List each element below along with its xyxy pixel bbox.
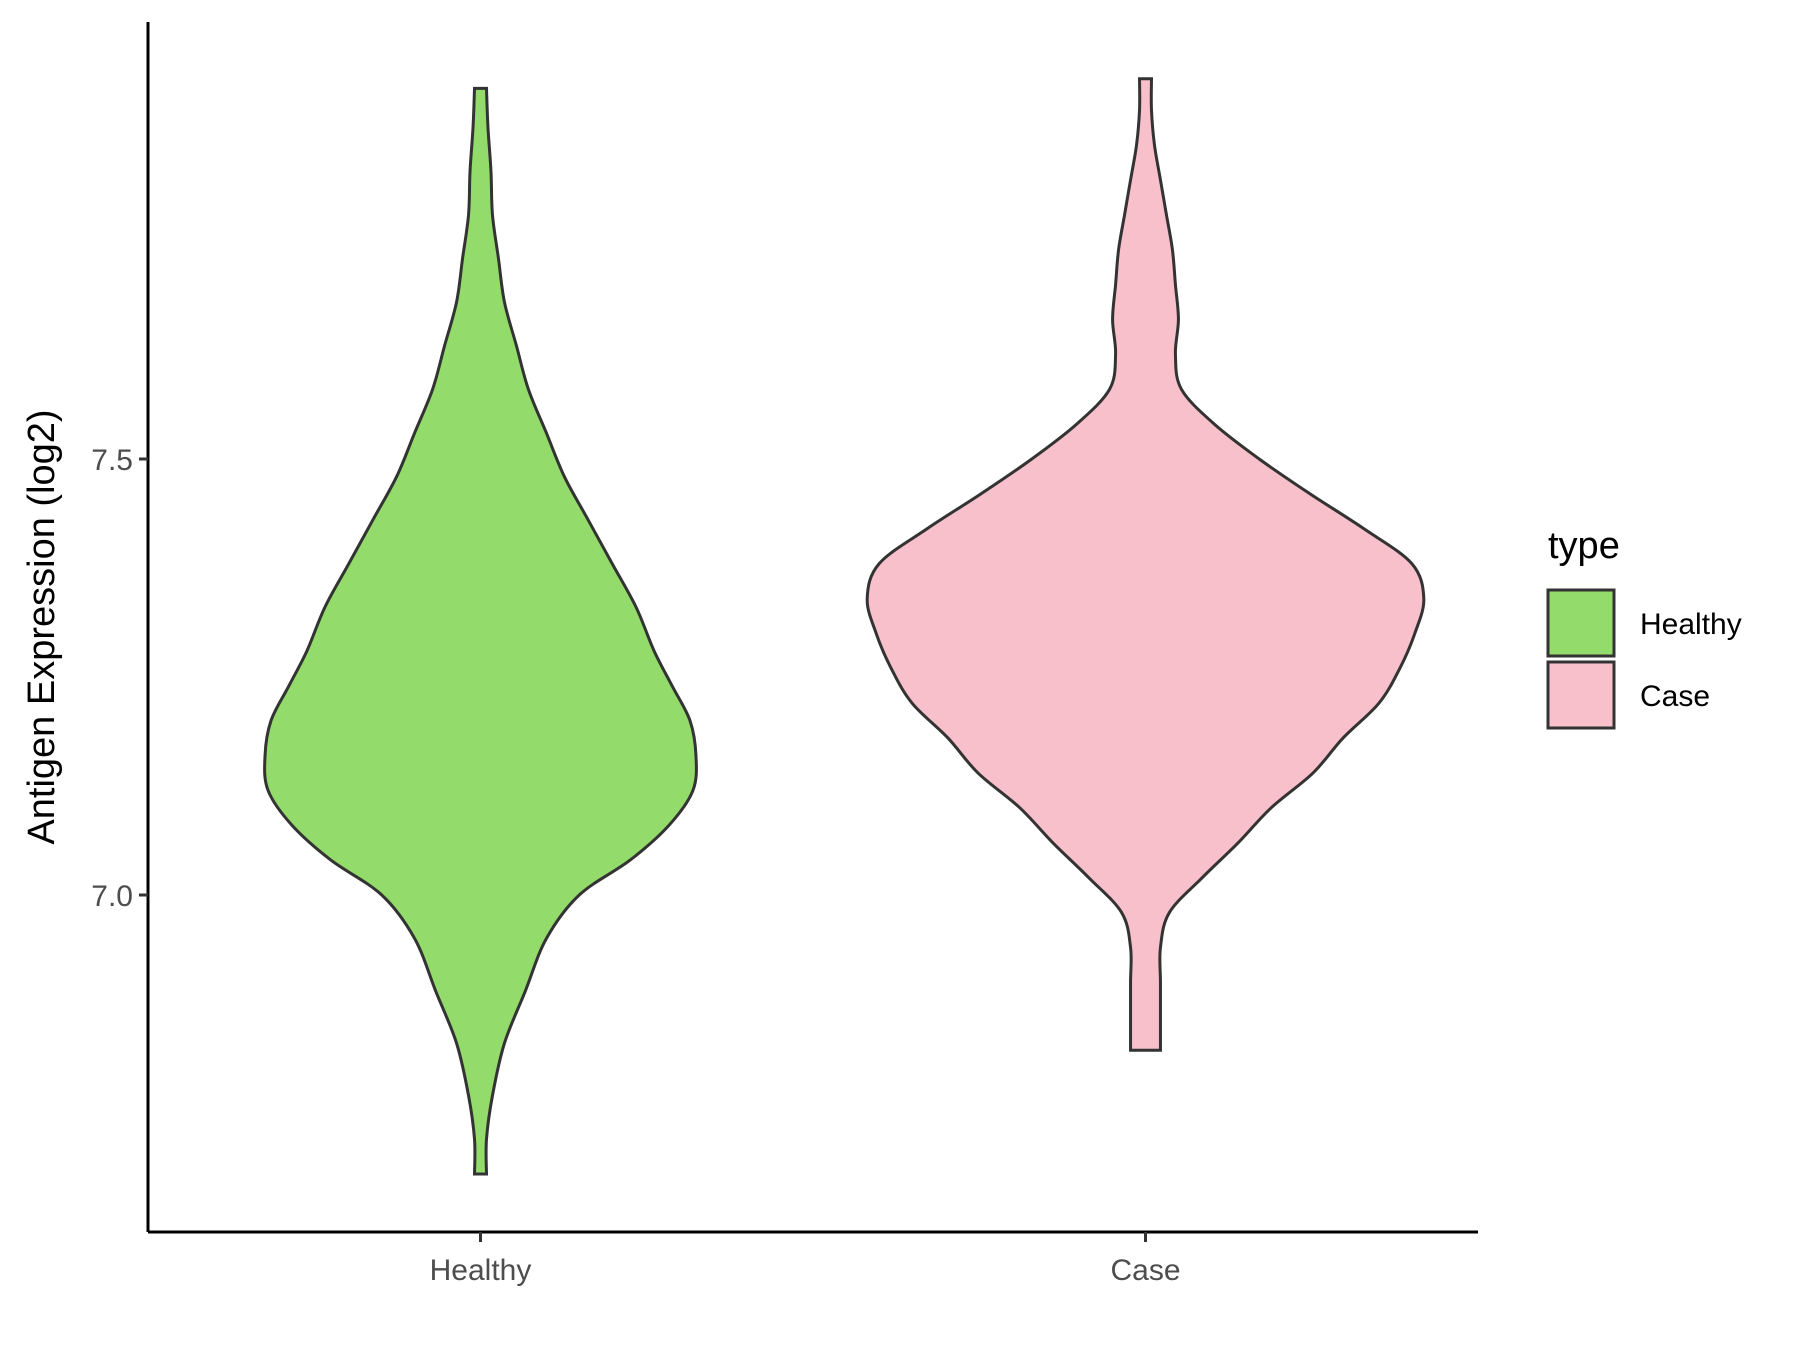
y-tick-label: 7.5 (91, 444, 133, 477)
x-tick-label: Case (1110, 1254, 1180, 1287)
violin-case (865, 77, 1426, 1052)
y-tick-label: 7.0 (91, 880, 133, 913)
violin-healthy (263, 86, 698, 1176)
y-axis-title: Antigen Expression (log2) (21, 409, 63, 844)
x-axis-ticks: Healthy Case (430, 1232, 1181, 1287)
legend-key-case (1546, 660, 1616, 730)
legend-label-healthy: Healthy (1640, 608, 1742, 641)
legend: type Healthy Case (1546, 525, 1742, 730)
violin-layer (263, 77, 1426, 1176)
y-axis-ticks: 7.0 7.5 (91, 444, 148, 913)
legend-key-healthy (1546, 588, 1616, 658)
legend-title: type (1548, 525, 1620, 567)
x-tick-label: Healthy (430, 1254, 532, 1287)
legend-label-case: Case (1640, 680, 1710, 713)
